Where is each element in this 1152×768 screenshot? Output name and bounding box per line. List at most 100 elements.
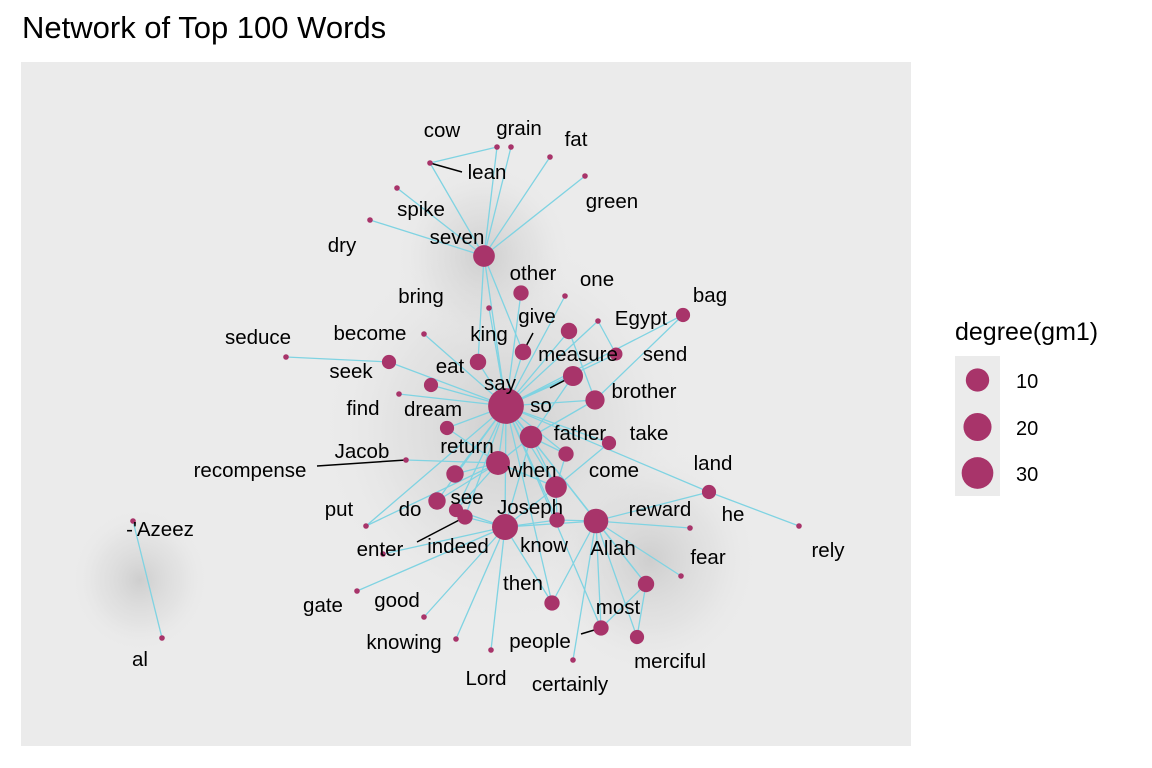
edge-seven-green [483,175,586,257]
edge-seven-spike [396,187,485,257]
node-label-so: so [530,394,552,417]
node-label-good: good [374,589,420,612]
node-label-then: then [503,572,543,595]
node-fat [547,154,553,160]
edge-seven-cow [483,146,498,257]
edge-seven-fat [483,156,551,257]
node-he [706,489,712,495]
edge-say-take [505,405,610,444]
node-label-when: when [506,459,556,482]
edge-Joseph-good [423,526,506,618]
edge-Allah-certainly [572,520,597,661]
node-label-send: send [643,343,687,366]
node-knowing [453,636,459,642]
node-other [513,285,529,301]
node-eat [423,377,439,393]
node-put [363,523,369,529]
node-label-enter: enter [357,538,404,561]
legend-label-30: 30 [1016,464,1038,486]
edge-father-brother [530,399,596,438]
node-certainly [570,657,576,663]
node-label-measure: measure [538,343,618,366]
node-label-seven: seven [430,226,485,249]
glow-3 [540,444,760,676]
edge-Allah-fear [595,520,682,577]
node-say [488,388,524,424]
edge-Joseph-Lord [490,526,506,651]
node-label-fear: fear [690,546,725,569]
node-label-land: land [694,452,733,475]
node-seek [381,354,397,370]
node-Jacob [446,465,464,483]
node-label-brother: brother [612,380,677,403]
edge-layer [132,146,800,661]
node-dream [439,420,455,436]
node-label-Jacob: Jacob [335,440,390,463]
edge-say-then [505,405,553,604]
node-label-do: do [399,498,422,521]
node-when [545,476,567,498]
node-label-dream: dream [404,398,462,421]
node-label-people: people [509,630,571,653]
edge-Joseph-knowing [455,526,506,640]
node-label-he: he [722,503,745,526]
edge-say-put [365,405,507,527]
node-one [562,293,568,299]
node-seven [473,245,495,267]
node-spike [394,185,400,191]
node-label-grain: grain [496,117,542,140]
node-send [609,347,623,361]
edge-most-merciful [636,583,647,638]
node-label-rely: rely [811,539,845,562]
node-know [549,512,565,528]
node-label-green: green [586,190,638,213]
edge-seek-seduce [285,356,390,363]
node-take [601,435,617,451]
legend-key-20 [963,412,992,442]
edge-Azeez-al [132,520,163,639]
edge-he-rely [708,491,800,527]
edge-seven-lean [429,162,485,257]
node-layer [130,144,802,663]
edge-say-bag [505,314,684,407]
node-label-certainly: certainly [532,673,609,696]
node-father [519,425,543,449]
node-label-bag: bag [693,284,727,307]
node-label-other: other [510,262,557,285]
node-label-fat: fat [565,128,588,151]
node-see [448,502,464,518]
edge-say-indeed [464,405,507,518]
leader-lean [429,162,463,173]
node-label-say: say [484,372,517,395]
legend-key-30 [961,457,994,489]
node-label-Egypt: Egypt [615,307,668,330]
node-return [486,451,510,475]
edge-return-do [436,462,499,502]
node-reward [687,525,693,531]
node-measure [560,322,578,340]
glow-2 [70,506,210,654]
node-do [428,492,446,510]
node-label-know: know [520,534,568,557]
node-good [421,614,427,620]
node-label-take: take [630,422,669,445]
edge-seven-dry [369,219,485,257]
node-label-merciful: merciful [634,650,706,673]
node-label-become: become [334,322,407,345]
node-label-Lord: Lord [465,667,506,690]
node-Egypt [595,318,601,324]
node-Lord [488,647,494,653]
node-bag [675,307,691,323]
node-give [514,343,532,361]
node-merciful [629,629,645,645]
label-layer: say Joseph Allah return father seven when so bro… [126,117,845,696]
node-then [544,595,560,611]
edge-seven-say [483,255,507,407]
node-Joseph [492,514,518,540]
edge-seven-king [477,255,485,363]
node-Allah [583,508,609,534]
edge-cow-lean [429,146,498,164]
node-dry [367,217,373,223]
node-label-king: king [470,323,508,346]
edge-Allah-land [595,491,710,522]
